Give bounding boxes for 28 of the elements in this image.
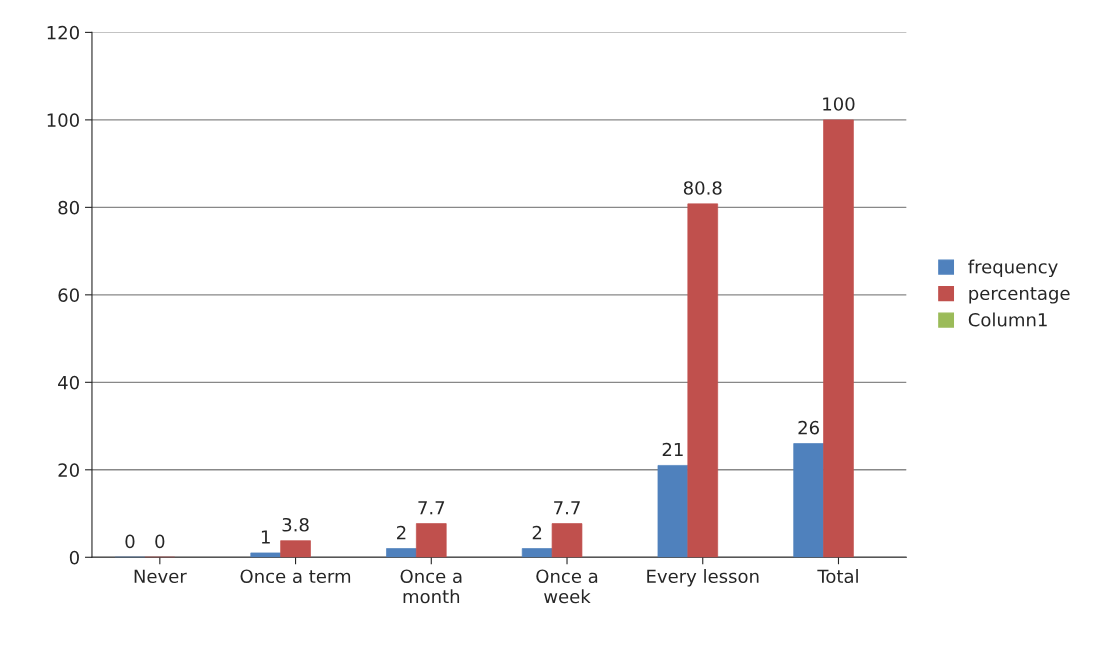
data-label: 2 — [532, 525, 542, 540]
y-tick-label: 40 — [58, 375, 79, 390]
data-label: 3.8 — [282, 517, 309, 532]
legend-label: frequency — [968, 259, 1058, 278]
data-label: 21 — [662, 442, 683, 457]
data-label: 100 — [823, 97, 855, 111]
data-label: 2 — [397, 525, 406, 540]
data-label: 1 — [261, 530, 270, 544]
legend-label: Column1 — [968, 312, 1047, 327]
data-label: 80.8 — [683, 181, 722, 195]
legend-label: percentage — [969, 287, 1070, 304]
x-tick-label: Every lesson — [647, 569, 759, 587]
data-label: 0 — [125, 534, 135, 549]
y-tick-label: 100 — [47, 113, 79, 127]
x-tick-label: Once a term — [240, 569, 351, 584]
x-tick-label: Once a month — [400, 569, 462, 604]
y-tick-label: 80 — [58, 200, 79, 215]
y-tick-label: 60 — [58, 288, 79, 302]
data-label: 26 — [798, 420, 819, 435]
x-tick-label: Total — [817, 569, 858, 584]
data-label: 7.7 — [554, 501, 580, 515]
y-tick-label: 120 — [47, 25, 79, 40]
y-tick-label: 20 — [58, 463, 79, 477]
y-tick-label: 0 — [69, 550, 79, 565]
x-tick-label: Once a week — [536, 569, 598, 604]
x-tick-label: Never — [134, 569, 187, 584]
data-label: 7.7 — [418, 501, 445, 515]
data-label: 0 — [155, 534, 165, 549]
